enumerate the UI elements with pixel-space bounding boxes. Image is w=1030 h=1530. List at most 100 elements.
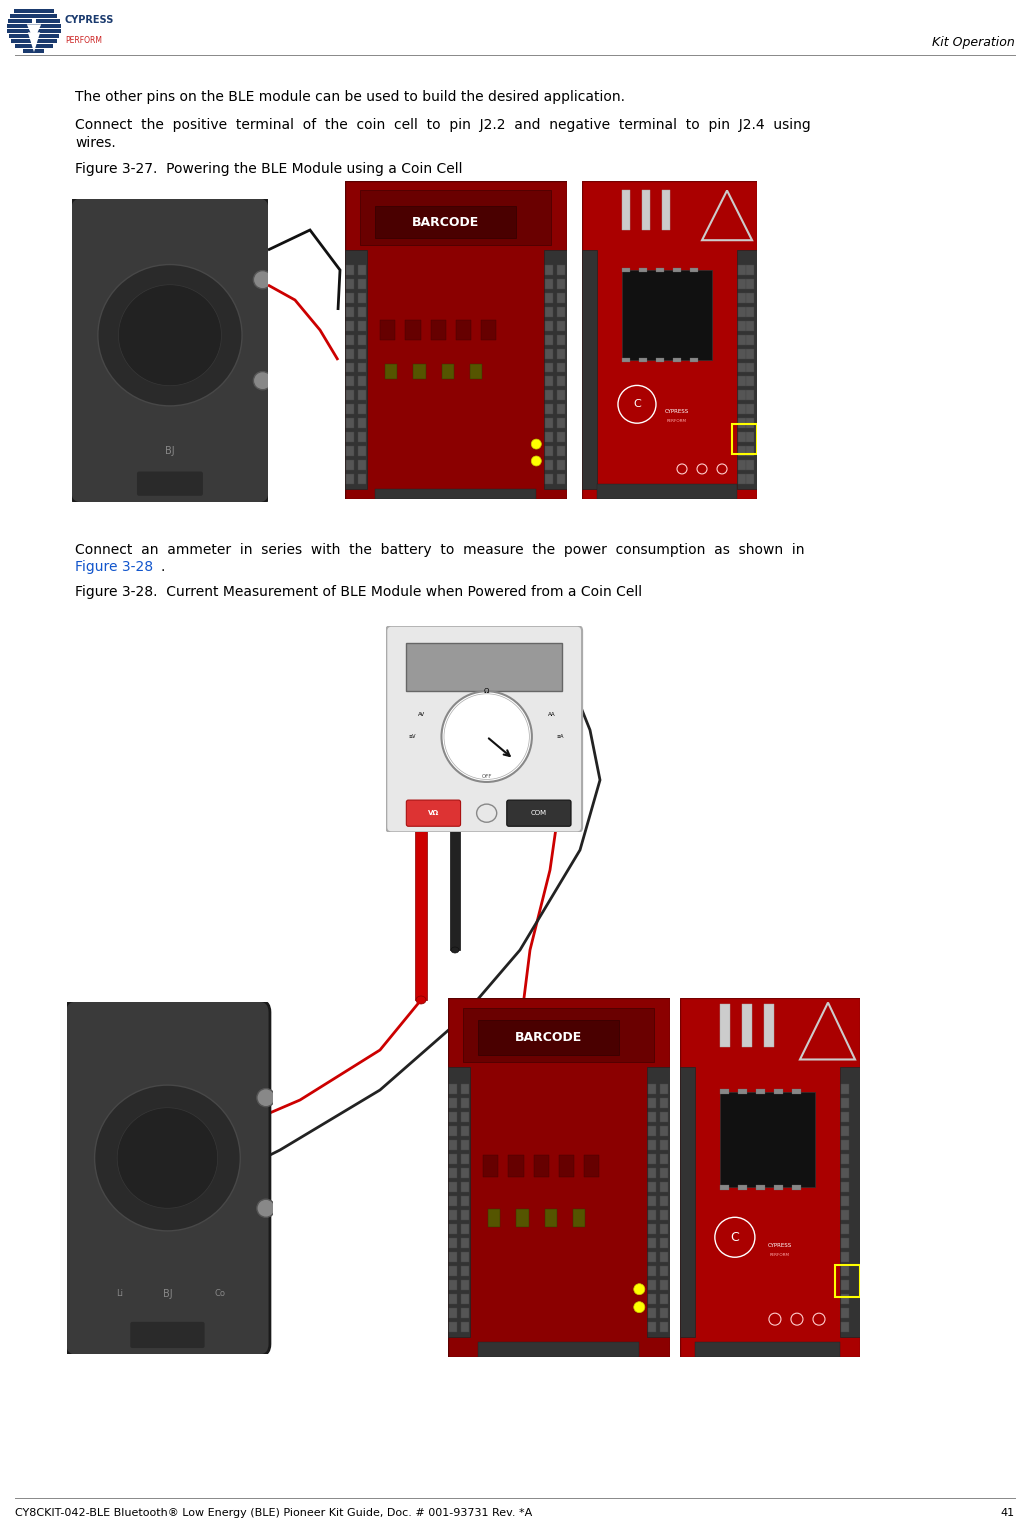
Text: BARCODE: BARCODE [412, 216, 479, 230]
Bar [516, 1209, 528, 1227]
Ellipse shape [118, 285, 221, 386]
Bar [622, 268, 630, 272]
Bar [842, 1196, 849, 1206]
Bar [461, 1196, 470, 1206]
Bar [7, 24, 61, 29]
Bar [739, 474, 746, 483]
Bar [842, 1210, 849, 1221]
Ellipse shape [442, 692, 531, 782]
Bar [449, 1112, 457, 1123]
Bar [32, 18, 36, 24]
Ellipse shape [633, 1302, 645, 1313]
Bar [358, 431, 367, 442]
Bar [464, 1008, 654, 1062]
Bar [461, 1294, 470, 1304]
Bar [746, 321, 754, 330]
Bar [720, 1092, 815, 1187]
Bar [65, 185, 960, 520]
Bar [449, 1294, 457, 1304]
Bar [346, 335, 354, 344]
Bar [557, 363, 565, 372]
Bar [385, 364, 398, 379]
Bar [461, 1169, 470, 1178]
Bar [746, 292, 754, 303]
Bar [720, 1004, 730, 1048]
Bar [746, 447, 754, 456]
Bar [842, 1099, 849, 1108]
Bar [346, 418, 354, 428]
Bar [648, 1308, 656, 1319]
Text: Co: Co [214, 1290, 226, 1299]
Bar [746, 474, 754, 483]
Bar [648, 1281, 656, 1290]
Bar [509, 1155, 523, 1178]
Text: OFF: OFF [481, 774, 492, 779]
Bar [534, 1155, 549, 1178]
Bar [449, 1210, 457, 1221]
Bar [739, 447, 746, 456]
Bar [842, 1322, 849, 1333]
Ellipse shape [444, 693, 529, 779]
Bar [656, 268, 664, 272]
Bar [774, 1186, 783, 1190]
Bar [413, 364, 425, 379]
Bar [739, 278, 746, 289]
Bar [346, 321, 354, 330]
Bar [545, 363, 553, 372]
FancyBboxPatch shape [70, 197, 270, 503]
Ellipse shape [451, 947, 459, 953]
FancyBboxPatch shape [406, 800, 460, 826]
Text: VΩ: VΩ [427, 811, 439, 815]
Bar [660, 1294, 668, 1304]
Bar [375, 490, 537, 499]
Bar [660, 1126, 668, 1137]
Text: Connect  the  positive  terminal  of  the  coin  cell  to  pin  J2.2  and  negat: Connect the positive terminal of the coi… [75, 118, 811, 132]
Bar [746, 376, 754, 387]
Bar [842, 1294, 849, 1304]
Bar [582, 251, 597, 490]
Bar [544, 251, 566, 490]
Bar [648, 1140, 656, 1151]
Bar [557, 278, 565, 289]
Bar [584, 1155, 599, 1178]
Bar [648, 1099, 656, 1108]
Bar [358, 390, 367, 401]
Bar [557, 308, 565, 317]
Polygon shape [28, 32, 40, 52]
Text: BARCODE: BARCODE [515, 1031, 582, 1043]
Bar [742, 1004, 752, 1048]
Bar [346, 431, 354, 442]
Text: AV: AV [418, 711, 425, 718]
Bar [461, 1267, 470, 1276]
Bar [461, 1252, 470, 1262]
Ellipse shape [117, 1108, 217, 1209]
Bar [557, 431, 565, 442]
Bar [545, 321, 553, 330]
Bar [648, 1085, 656, 1094]
Text: Figure 3-28.  Current Measurement of BLE Module when Powered from a Coin Cell: Figure 3-28. Current Measurement of BLE … [75, 584, 642, 600]
Bar [346, 292, 354, 303]
Bar [746, 363, 754, 372]
Bar [358, 461, 367, 470]
Bar [842, 1224, 849, 1235]
Bar [358, 292, 367, 303]
Bar [7, 29, 61, 34]
Bar [557, 390, 565, 401]
Bar [406, 320, 420, 340]
Bar [449, 1169, 457, 1178]
Bar [648, 1252, 656, 1262]
Ellipse shape [412, 803, 430, 815]
Bar [442, 364, 454, 379]
Bar [739, 404, 746, 415]
Bar [739, 461, 746, 470]
Text: CYPRESS: CYPRESS [767, 1242, 792, 1248]
Bar [545, 390, 553, 401]
Bar [660, 1308, 668, 1319]
Bar [449, 1140, 457, 1151]
Bar [545, 265, 553, 275]
Bar [648, 1322, 656, 1333]
Bar [842, 1169, 849, 1178]
Bar [739, 292, 746, 303]
Bar [557, 265, 565, 275]
Bar [346, 363, 354, 372]
